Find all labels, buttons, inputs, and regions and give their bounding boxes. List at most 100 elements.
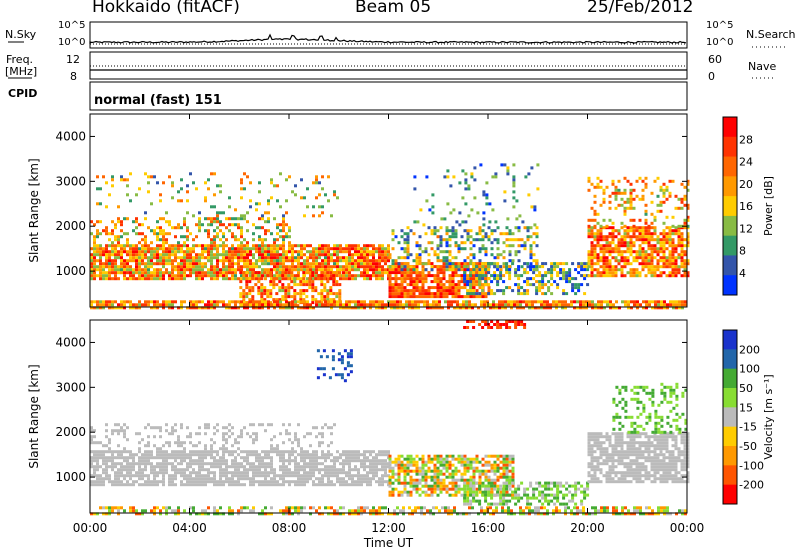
velocity-cell-863: [375, 456, 378, 460]
velocity-cell-1335: [457, 490, 461, 494]
power-cell-3198: [147, 303, 150, 307]
power-cell-1291: [198, 211, 201, 215]
power-cell-1243: [102, 175, 105, 179]
power-cell-1513: [293, 277, 297, 281]
power-cell-697: [294, 256, 297, 260]
velocity-cell-349: [204, 453, 207, 457]
power-cell-2012: [421, 250, 425, 254]
power-cell-2231: [535, 235, 539, 239]
velocity-cell-417: [225, 477, 228, 481]
velocity-cell-1127: [397, 457, 401, 461]
power-cell-2873: [680, 238, 684, 242]
power-cell-3555: [597, 300, 600, 304]
velocity-cell-613: [294, 450, 297, 454]
velocity-cell-494: [252, 471, 255, 475]
velocity-cell-431: [231, 471, 234, 475]
velocity-cell-1195: [415, 487, 419, 491]
velocity-cell-519: [261, 456, 264, 460]
power-cell-523: [243, 253, 246, 257]
power-cell-2811: [665, 259, 669, 263]
velocity-cell-1157: [406, 454, 410, 458]
velocity-cell-474: [246, 456, 249, 460]
power-cell-524: [243, 256, 246, 260]
velocity-cell-405: [222, 468, 225, 472]
power-cell-3371: [372, 300, 375, 304]
power-cell-398: [207, 244, 210, 248]
velocity-cell-777: [348, 450, 351, 454]
velocity-cell-1053: [270, 438, 273, 442]
velocity-cell-1206: [421, 457, 425, 461]
power-cell-2587: [611, 265, 615, 269]
power-cell-3098: [470, 175, 474, 179]
power-cell-318: [180, 277, 183, 281]
power-cell-3302: [282, 306, 285, 310]
power-cell-3396: [399, 303, 402, 307]
velocity-cell-457: [240, 462, 243, 466]
power-cell-2623: [620, 268, 624, 272]
velocity-cell-1205: [421, 454, 425, 458]
power-cell-22: [96, 244, 99, 248]
power-cell-544: [249, 253, 252, 257]
power-cell-1564: [314, 298, 318, 302]
power-cell-1093: [162, 217, 165, 221]
velocity-cell-331: [198, 468, 201, 472]
power-cell-1068: [138, 223, 141, 227]
velocity-cell-568: [276, 483, 279, 487]
power-cell-2981: [632, 206, 636, 210]
power-cell-3113: [485, 202, 489, 206]
power-cell-829: [333, 253, 336, 257]
power-cell-2267: [478, 280, 482, 284]
power-cell-661: [282, 265, 285, 269]
velocity-cell-1257: [436, 457, 440, 461]
power-cell-185: [141, 277, 144, 281]
power-cell-131: [126, 277, 129, 281]
power-cell-2731: [647, 241, 651, 245]
power-cell-3398: [402, 303, 405, 307]
velocity-cell-622: [294, 483, 297, 487]
velocity-cell-380: [213, 477, 216, 481]
power-cell-1986: [406, 247, 410, 251]
velocity-cell-1209: [421, 466, 425, 470]
power-cell-219: [153, 250, 156, 254]
power-cell-2073: [448, 265, 452, 269]
velocity-cell-774: [345, 474, 348, 478]
power-cell-2183: [508, 253, 512, 257]
power-cell-2932: [602, 200, 606, 204]
power-cell-830: [333, 259, 336, 263]
power-cell-2943: [611, 221, 615, 225]
power-cell-3281: [258, 300, 261, 304]
velocity-cell-625: [297, 465, 300, 469]
power-cell-1702: [409, 280, 413, 284]
power-cell-2628: [623, 235, 627, 239]
velocity-cell-149: [138, 471, 141, 475]
power-cell-1588: [326, 280, 330, 284]
power-cell-2637: [623, 274, 627, 278]
velocity-cell-859: [372, 471, 375, 475]
power-cell-1220: [279, 223, 282, 227]
power-cell-2011: [418, 259, 422, 263]
power-cell-481: [231, 253, 234, 257]
power-cell-583: [261, 253, 264, 257]
velocity-cell-657: [306, 462, 309, 466]
power-cell-868: [345, 259, 348, 263]
power-cell-3352: [348, 306, 351, 310]
power-cell-2156: [493, 256, 497, 260]
power-cell-3310: [291, 306, 294, 310]
velocity-cell-332: [198, 471, 201, 475]
power-cell-1289: [192, 214, 195, 218]
power-cell-1429: [257, 292, 261, 296]
power-cell-2279: [484, 274, 488, 278]
power-cell-2271: [481, 268, 485, 272]
power-cell-2923: [596, 212, 600, 216]
power-cell-2558: [605, 259, 609, 263]
velocity-cell-404: [222, 462, 225, 466]
power-cell-3149: [536, 163, 540, 167]
velocity-cell-438: [234, 459, 237, 463]
power-cell-6: [90, 268, 93, 272]
velocity-cell-1340: [460, 472, 464, 476]
power-cell-2662: [629, 274, 633, 278]
power-cell-1208: [264, 238, 267, 242]
velocity-cell-693: [318, 462, 321, 466]
power-cell-103: [120, 244, 123, 248]
power-cell-2899: [686, 241, 690, 245]
